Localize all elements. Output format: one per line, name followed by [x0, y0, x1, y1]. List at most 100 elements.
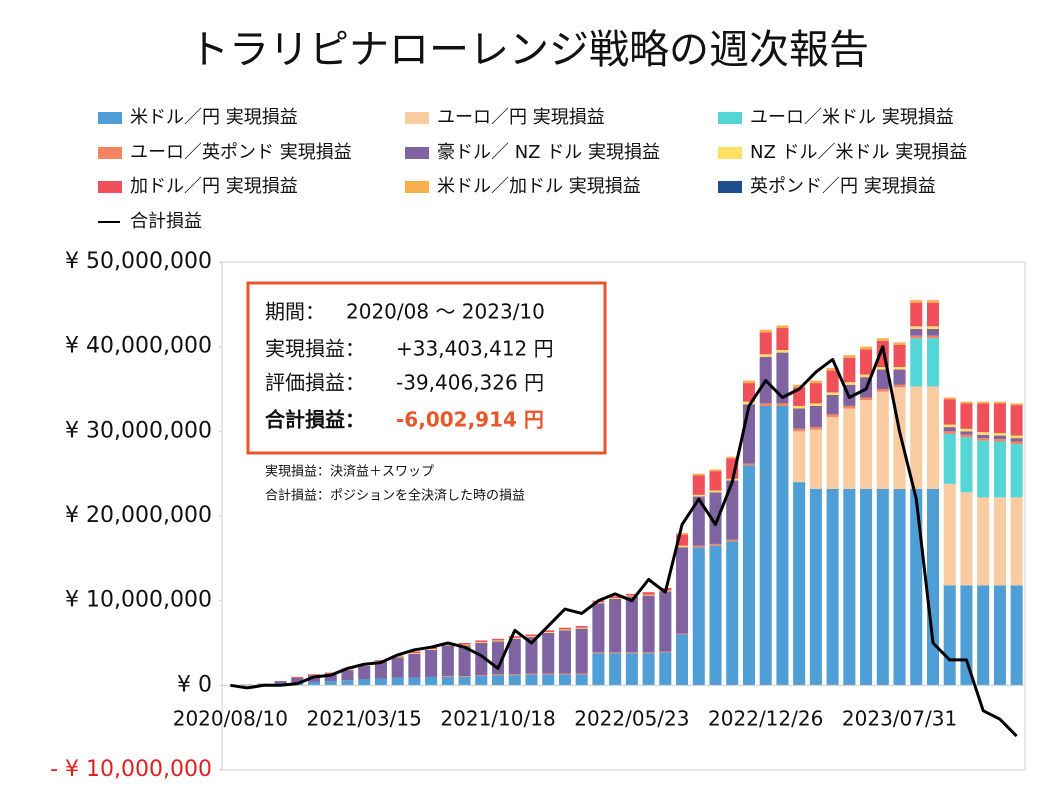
bar-segment [910, 338, 923, 387]
bar-segment [943, 424, 956, 428]
bar-segment [709, 471, 722, 491]
bar-segment [726, 539, 739, 542]
summary-value: 2020/08 ～ 2023/10 [346, 300, 545, 324]
bar-segment [1010, 444, 1023, 498]
bar-segment [943, 427, 956, 432]
bar-segment [558, 629, 571, 631]
bar-segment [475, 643, 488, 676]
bar-segment [893, 342, 906, 345]
legend-label: ユーロ／英ポンド 実現損益 [130, 142, 352, 163]
bar-segment [709, 469, 722, 472]
bar-segment [458, 676, 471, 677]
summary-value: -6,002,914 円 [396, 408, 544, 432]
bar-segment [1010, 585, 1023, 686]
bar-segment [926, 338, 940, 387]
bar-segment [977, 401, 990, 404]
bar-segment [776, 403, 789, 406]
bar-segment [1010, 435, 1023, 439]
bar-segment [659, 591, 672, 652]
bar-segment [709, 545, 722, 686]
bar-segment [558, 627, 571, 630]
lines [230, 345, 1018, 738]
bar-segment [876, 369, 889, 389]
bar-segment [692, 473, 705, 476]
bar-segment [943, 431, 956, 434]
bar-segment [793, 431, 806, 483]
bar-segment [475, 675, 488, 677]
bar-segment [358, 665, 371, 680]
bar-segment [625, 595, 638, 597]
bar-segment [592, 653, 605, 686]
bar-segment [291, 677, 304, 683]
bar-segment [793, 384, 806, 388]
bar-segment [759, 332, 772, 355]
y-tick-label: ¥ 40,000,000 [65, 334, 212, 359]
bar-segment [492, 640, 505, 642]
bar-segment [943, 585, 956, 686]
bar-segment [341, 680, 354, 686]
bar-segment [525, 637, 538, 674]
bar-segment [525, 634, 538, 637]
bar-segment [809, 488, 822, 686]
bar-segment [843, 382, 856, 385]
bar-segment [860, 346, 873, 350]
y-tick-label: ¥ 0 [177, 672, 212, 697]
legend-swatch [405, 112, 429, 124]
bar-segment [876, 366, 889, 370]
bar-segment [274, 681, 287, 684]
summary: 期間： 2020/08 ～ 2023/10 実現損益： +33,403,412 円評価… [265, 300, 554, 432]
bar-segment [843, 355, 856, 358]
bar-segment [960, 434, 973, 438]
x-tick-label: 2021/03/15 [307, 707, 422, 731]
summary-label: 期間： [265, 300, 325, 324]
bar-segment [843, 408, 856, 489]
bar-segment [508, 674, 521, 676]
bar-segment [860, 397, 873, 401]
bar-segment [307, 681, 321, 686]
bar-segment [692, 496, 705, 546]
bar-segment [542, 631, 555, 633]
bar-segment [742, 401, 755, 405]
bar-segment [525, 673, 538, 675]
bar-segment [759, 354, 772, 357]
bar-segment [374, 678, 387, 686]
bar-segment [993, 441, 1006, 498]
bar-segment [977, 434, 990, 439]
bar-segment [726, 541, 739, 686]
bar-segment [324, 673, 337, 682]
legend-swatch [98, 147, 122, 159]
bar-segment [759, 403, 772, 406]
bar-segment [726, 456, 739, 459]
bar-segment [592, 602, 605, 604]
bar-segment [542, 674, 555, 686]
bar-segment [793, 482, 806, 686]
bar-segment [408, 653, 421, 655]
bar-segment [458, 644, 471, 646]
bar-segment [960, 437, 973, 493]
bar-segment [742, 380, 755, 384]
summary-box [246, 281, 607, 455]
bar-segment [776, 350, 789, 353]
legend-label: 豪ドル／ NZ ドル 実現損益 [437, 142, 660, 163]
bar-segment [910, 300, 923, 303]
bar-segment [926, 335, 940, 339]
bar-segment [341, 670, 354, 681]
bar-segment [609, 653, 622, 686]
y-tick-label: ¥ 10,000,000 [65, 588, 212, 613]
bar-segment [926, 386, 940, 489]
bar-segment [1010, 405, 1023, 436]
bar-segment [492, 675, 505, 686]
bar-segment [993, 497, 1006, 586]
bar-segment [726, 480, 739, 540]
legend-label: ユーロ／米ドル 実現損益 [750, 107, 954, 128]
bar-segment [642, 652, 655, 654]
bar-segment [492, 674, 505, 676]
bar-segment [809, 429, 822, 489]
bar-segment [441, 645, 454, 677]
bar-segment [575, 627, 588, 629]
bar-segment [291, 676, 304, 678]
bar-segment [843, 488, 856, 686]
bar-segment [943, 397, 956, 400]
x-tick-label: 2022/12/26 [708, 707, 823, 731]
